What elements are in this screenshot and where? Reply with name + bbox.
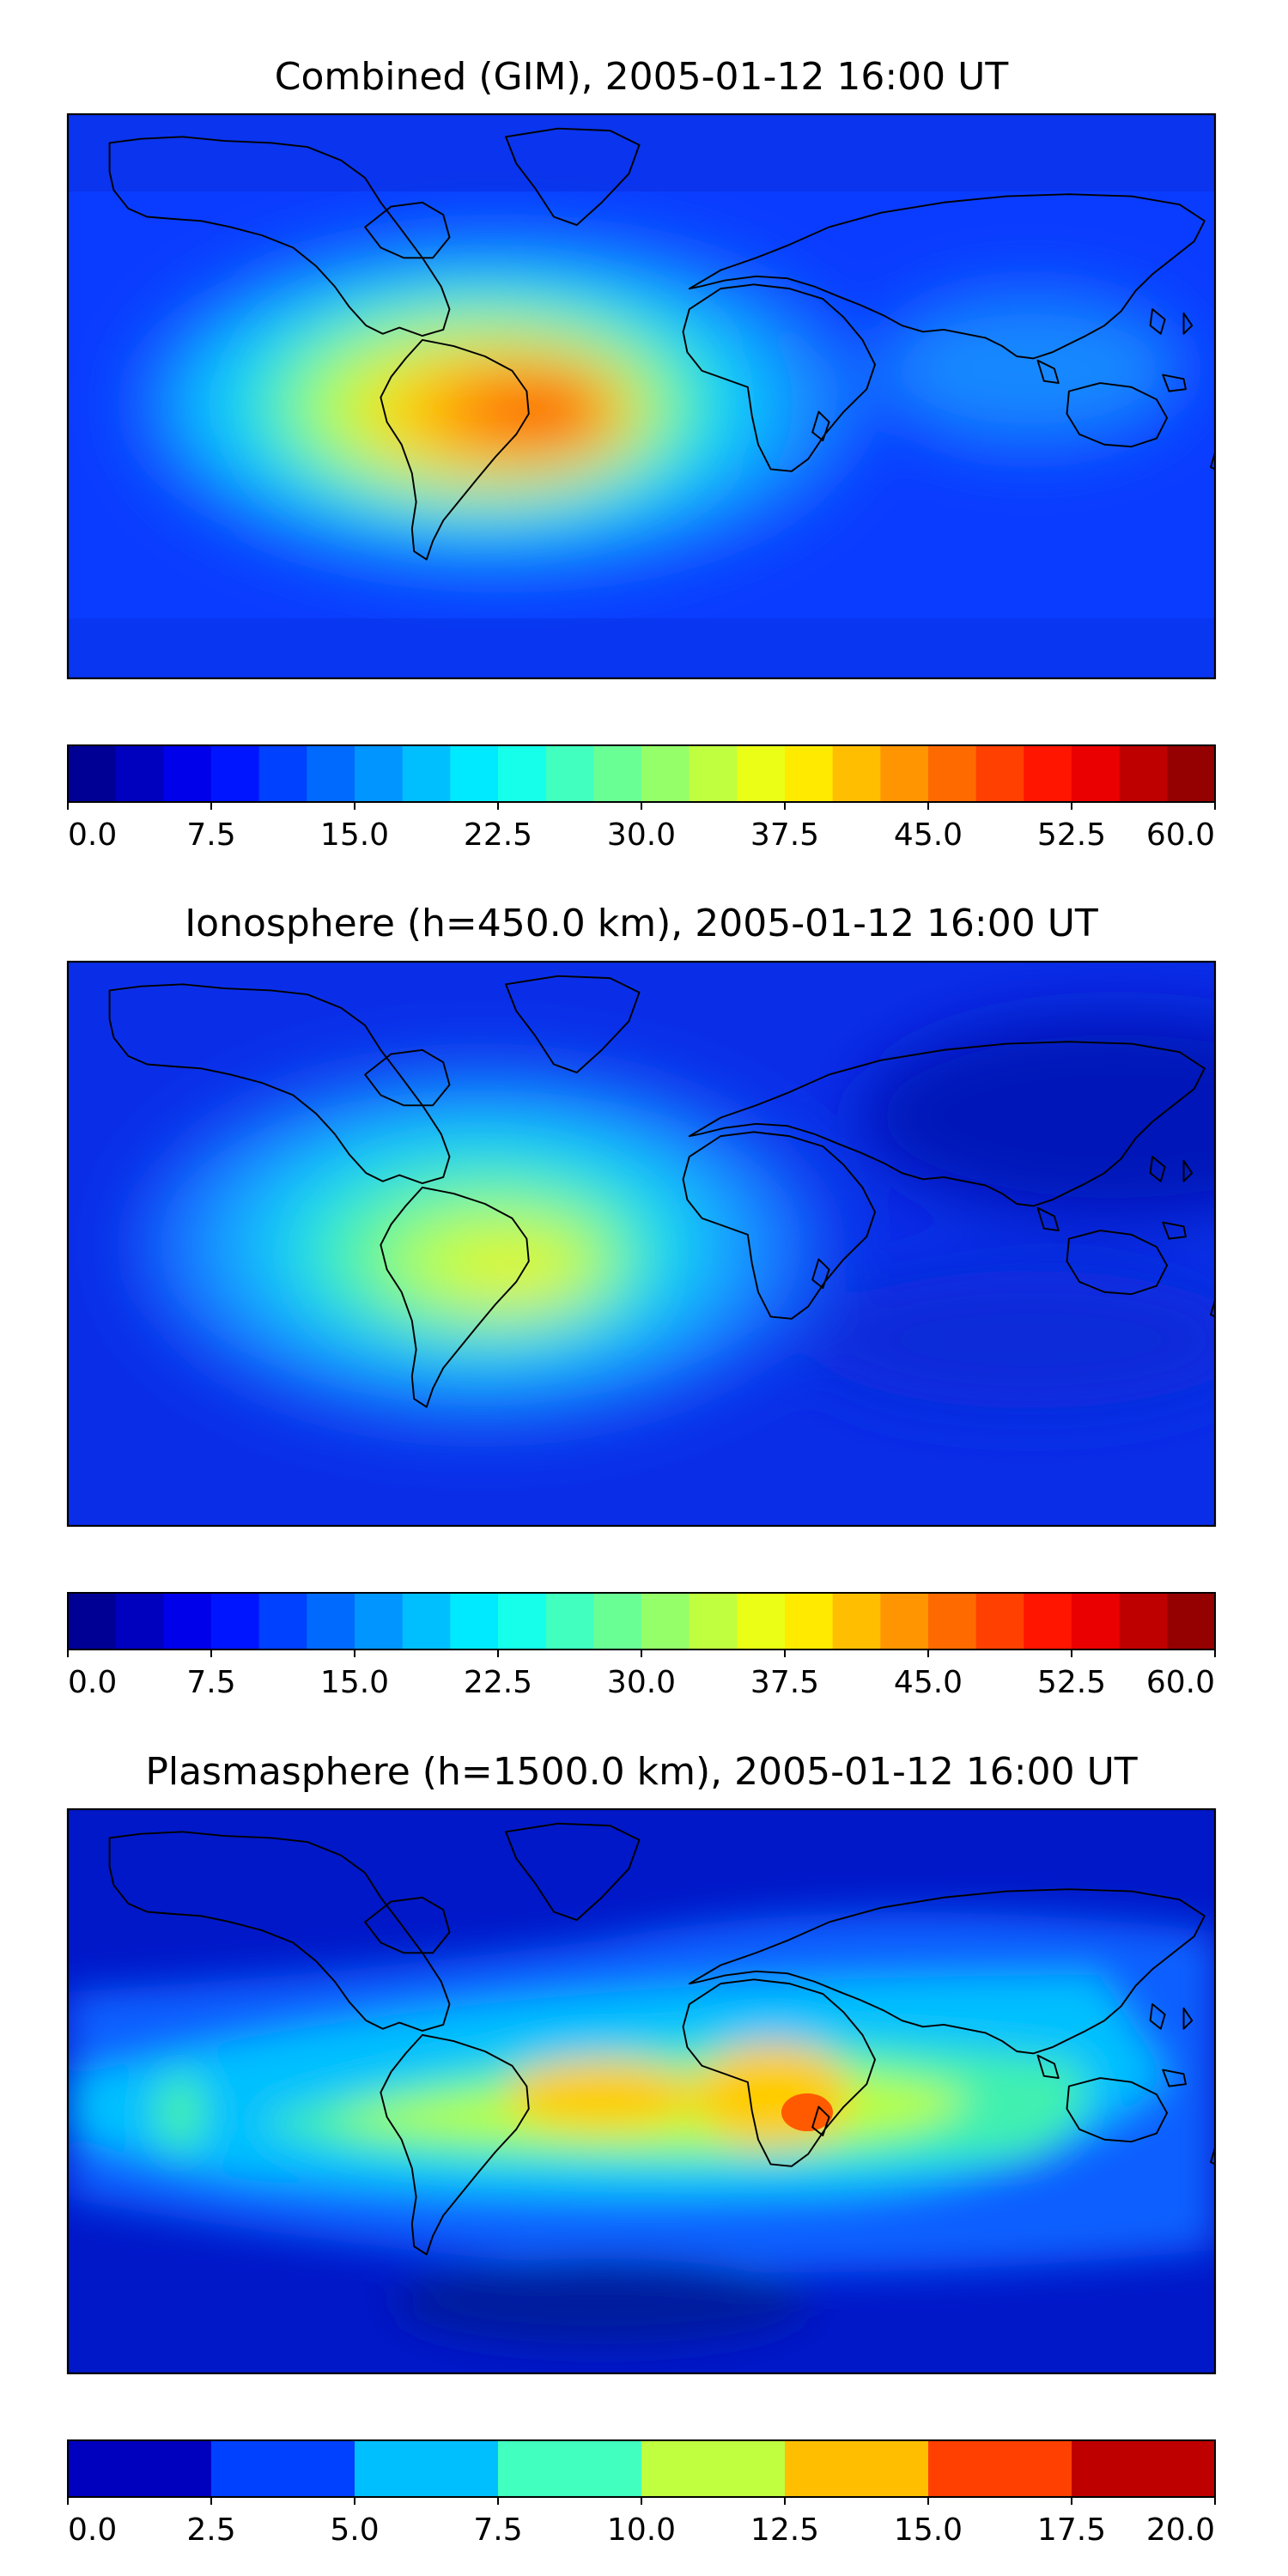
colorbar-segment	[1024, 1593, 1072, 1649]
chart-title: Combined (GIM), 2005-01-12 16:00 UT	[275, 55, 1009, 99]
colorbar-segment	[1167, 745, 1216, 802]
colorbar-tick-label: 20.0	[1146, 2512, 1215, 2548]
colorbar-tick-label: 30.0	[607, 817, 676, 853]
colorbar-segment	[1024, 745, 1072, 802]
colorbar-segment	[880, 1593, 929, 1649]
colorbar-segment	[450, 1593, 499, 1649]
map-plot	[68, 114, 1215, 678]
colorbar-segment	[1119, 1593, 1168, 1649]
colorbar: 0.0 2.5 5.0 7.5 10.0 12.5 15.0 17.5 20.0	[67, 2439, 1216, 2548]
colorbar-segment	[258, 745, 307, 802]
colorbar-segment	[928, 745, 977, 802]
colorbar-tick-label: 60.0	[1146, 1665, 1215, 1700]
colorbar-segment	[498, 1593, 547, 1649]
colorbar-segment	[68, 1593, 117, 1649]
colorbar-segment	[450, 745, 499, 802]
colorbar-tick-label: 7.5	[186, 817, 235, 853]
colorbar-segment	[115, 745, 164, 802]
colorbar-tick-label: 60.0	[1146, 817, 1215, 853]
colorbar-segment	[163, 745, 212, 802]
colorbar-segment	[1119, 745, 1168, 802]
map-plot	[68, 962, 1215, 1526]
colorbar-tick-label: 52.5	[1037, 817, 1106, 853]
colorbar-segment	[641, 745, 690, 802]
colorbar-segment	[641, 2440, 786, 2497]
colorbar-segment	[355, 2440, 499, 2497]
colorbar-segment	[975, 745, 1024, 802]
colorbar-segment	[402, 745, 451, 802]
colorbar-segment	[402, 1593, 451, 1649]
colorbar-segment	[545, 1593, 594, 1649]
chart-title: Plasmasphere (h=1500.0 km), 2005-01-12 1…	[145, 1750, 1137, 1794]
colorbar-tick-label: 0.0	[68, 1665, 117, 1700]
colorbar-segment	[211, 2440, 355, 2497]
map-frame	[66, 112, 1217, 680]
colorbar-segment	[258, 1593, 307, 1649]
colorbar-segment	[1072, 2440, 1216, 2497]
map-frame	[66, 960, 1217, 1528]
colorbar-segment	[785, 1593, 834, 1649]
colorbar-segment	[880, 745, 929, 802]
colorbar-segment	[1072, 745, 1121, 802]
colorbar-segment	[832, 1593, 881, 1649]
colorbar-tick-label: 22.5	[464, 817, 532, 853]
map-plot	[68, 1809, 1215, 2373]
colorbar-segment	[689, 745, 738, 802]
colorbar-tick-label: 15.0	[320, 1665, 389, 1700]
colorbar-segment	[211, 1593, 260, 1649]
panel-ionosphere: Ionosphere (h=450.0 km), 2005-01-12 16:0…	[66, 902, 1217, 1700]
colorbar-segment	[115, 1593, 164, 1649]
colorbar-tick-label: 12.5	[750, 2512, 819, 2548]
colorbar-segment	[1072, 1593, 1121, 1649]
colorbar-segment	[307, 745, 355, 802]
colorbar-segment	[498, 2440, 642, 2497]
colorbar-segment	[832, 745, 881, 802]
colorbar-tick-label: 0.0	[68, 2512, 117, 2548]
colorbar-segment	[163, 1593, 212, 1649]
colorbar-tick-label: 2.5	[186, 2512, 235, 2548]
colorbar-segment	[689, 1593, 738, 1649]
colorbar-tick-label: 15.0	[894, 2512, 963, 2548]
panel-plasmasphere: Plasmasphere (h=1500.0 km), 2005-01-12 1…	[66, 1750, 1217, 2548]
colorbar-segment	[737, 745, 786, 802]
colorbar-tick-label: 7.5	[473, 2512, 522, 2548]
panel-combined: Combined (GIM), 2005-01-12 16:00 UT 0.0 7…	[66, 55, 1217, 853]
chart-title: Ionosphere (h=450.0 km), 2005-01-12 16:0…	[185, 902, 1098, 945]
colorbar-tick-label: 15.0	[320, 817, 389, 853]
colorbar-tick-label: 10.0	[607, 2512, 676, 2548]
colorbar-segment	[785, 2440, 929, 2497]
colorbar-segment	[975, 1593, 1024, 1649]
colorbar-segment	[211, 745, 260, 802]
colorbar-segment	[355, 745, 404, 802]
colorbar-tick-label: 37.5	[750, 1665, 819, 1700]
colorbar-segment	[498, 745, 547, 802]
colorbar-tick-label: 45.0	[894, 817, 963, 853]
colorbar-segment	[307, 1593, 355, 1649]
colorbar-tick-label: 17.5	[1037, 2512, 1106, 2548]
colorbar-segment	[1167, 1593, 1216, 1649]
colorbar-segment	[545, 745, 594, 802]
colorbar-segment	[737, 1593, 786, 1649]
colorbar-tick-label: 5.0	[330, 2512, 379, 2548]
colorbar-tick-label: 52.5	[1037, 1665, 1106, 1700]
colorbar-segment	[593, 1593, 642, 1649]
colorbar-segment	[68, 745, 117, 802]
colorbar-segment	[928, 2440, 1072, 2497]
colorbar-segment	[593, 745, 642, 802]
colorbar-tick-label: 30.0	[607, 1665, 676, 1700]
colorbar-tick-label: 37.5	[750, 817, 819, 853]
colorbar-tick-label: 7.5	[186, 1665, 235, 1700]
colorbar-segment	[641, 1593, 690, 1649]
colorbar-tick-label: 0.0	[68, 817, 117, 853]
colorbar: 0.0 7.5 15.0 22.5 30.0 37.5 45.0 52.5 60.0	[67, 744, 1216, 853]
colorbar-tick-label: 45.0	[894, 1665, 963, 1700]
colorbar-segment	[785, 745, 834, 802]
colorbar-segment	[68, 2440, 212, 2497]
map-frame	[66, 1807, 1217, 2375]
colorbar: 0.0 7.5 15.0 22.5 30.0 37.5 45.0 52.5 60.0	[67, 1592, 1216, 1700]
colorbar-segment	[355, 1593, 404, 1649]
colorbar-tick-label: 22.5	[464, 1665, 532, 1700]
colorbar-segment	[928, 1593, 977, 1649]
